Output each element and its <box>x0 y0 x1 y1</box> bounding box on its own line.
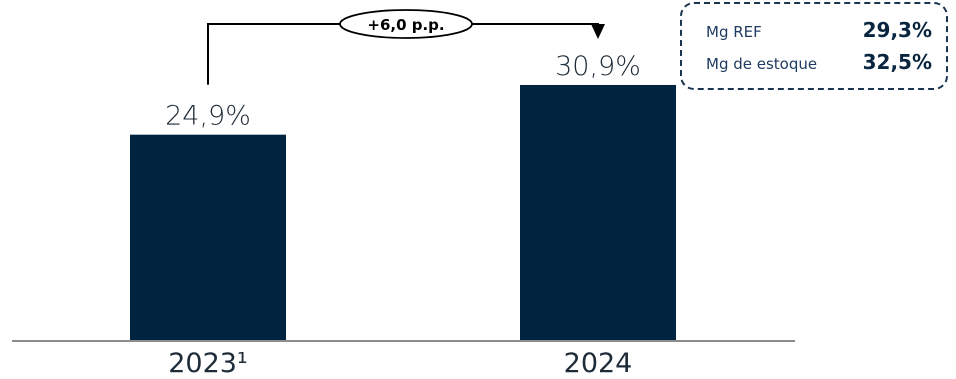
delta-bubble <box>339 9 473 39</box>
category-label-0: 2023¹ <box>168 348 248 379</box>
info-value-mg-ref: 29,3% <box>862 18 932 42</box>
bar-0 <box>130 134 286 341</box>
margin-info-box: Mg REF 29,3% Mg de estoque 32,5% <box>680 2 948 90</box>
info-value-mg-estoque: 32,5% <box>862 50 932 74</box>
delta-arrow-head <box>591 23 605 39</box>
info-row-mg-ref: Mg REF 29,3% <box>706 18 932 42</box>
bar-value-label-1: 30,9% <box>555 51 641 82</box>
bar-1 <box>520 84 676 341</box>
info-row-mg-estoque: Mg de estoque 32,5% <box>706 50 932 74</box>
bar-value-label-0: 24,9% <box>165 101 251 132</box>
info-label-mg-estoque: Mg de estoque <box>706 55 818 73</box>
category-label-1: 2024 <box>564 348 633 379</box>
info-label-mg-ref: Mg REF <box>706 23 762 41</box>
delta-label: +6,0 p.p. <box>367 16 444 34</box>
bars-group: 24,9% 2023¹ 30,9% 2024 <box>130 51 676 379</box>
